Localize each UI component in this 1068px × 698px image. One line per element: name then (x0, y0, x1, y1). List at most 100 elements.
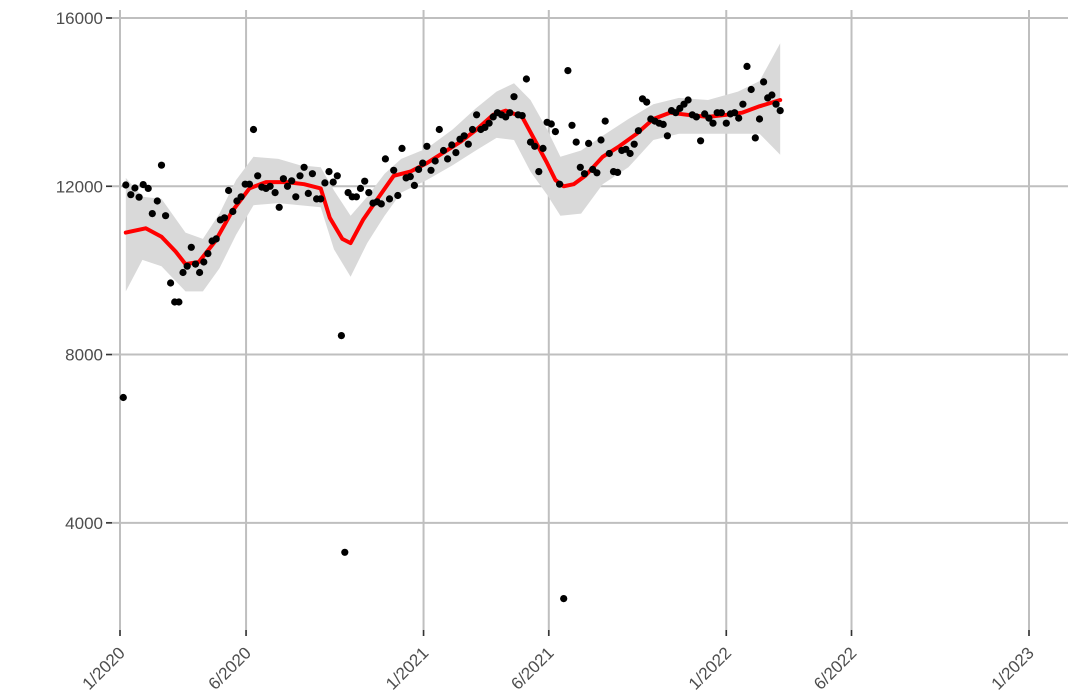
data-point (333, 172, 341, 180)
data-point (522, 75, 531, 83)
data-point (448, 141, 456, 149)
data-point (187, 243, 195, 251)
data-point (296, 172, 304, 180)
data-point (539, 144, 547, 152)
data-point (709, 119, 717, 127)
data-point (139, 181, 147, 189)
data-point (692, 113, 701, 121)
data-point (410, 181, 418, 189)
data-point (697, 137, 705, 145)
data-point (385, 195, 394, 203)
x-tick-label: 1/2023 (988, 643, 1038, 693)
data-point (329, 178, 337, 186)
data-point (304, 189, 312, 197)
data-point (510, 93, 518, 101)
data-point (423, 142, 431, 150)
data-point (630, 140, 638, 148)
data-point (580, 170, 589, 178)
data-point (772, 100, 780, 108)
data-point (394, 191, 402, 200)
data-point (427, 166, 435, 174)
data-point (317, 195, 325, 203)
data-point (175, 298, 183, 306)
data-point (551, 128, 560, 136)
confidence-band (125, 43, 781, 292)
data-point (254, 172, 262, 180)
data-point (731, 109, 739, 117)
data-point (377, 200, 385, 208)
data-point (352, 193, 360, 201)
x-tick-label: 6/2020 (205, 643, 255, 693)
y-axis-ticks: 4000 8000 12000 16000 (56, 9, 112, 533)
data-point (279, 175, 287, 183)
data-point (212, 235, 220, 243)
data-point (283, 182, 292, 190)
data-point (531, 142, 539, 150)
data-point (415, 165, 423, 173)
data-point (275, 203, 283, 211)
x-tick-label: 6/2021 (507, 643, 557, 693)
data-point (308, 170, 316, 178)
data-point (119, 393, 127, 402)
data-point (597, 136, 605, 144)
data-point (593, 169, 601, 177)
y-tick-label: 4000 (65, 514, 103, 533)
data-point (556, 180, 564, 188)
data-point (547, 120, 555, 128)
data-point (468, 125, 477, 134)
data-point (585, 139, 593, 147)
data-point (684, 96, 692, 104)
data-point (167, 279, 175, 287)
data-point (535, 168, 543, 176)
data-point (643, 98, 651, 106)
data-point (220, 214, 229, 222)
data-point (776, 107, 784, 115)
data-point (191, 260, 200, 268)
data-point (634, 127, 643, 135)
data-point (419, 159, 427, 167)
confidence-band-layer (125, 43, 781, 292)
data-point (751, 134, 759, 142)
data-point (560, 595, 568, 603)
data-point (755, 115, 764, 123)
data-point (356, 184, 365, 192)
x-tick-label: 1/2021 (382, 643, 432, 693)
data-point (739, 100, 747, 108)
data-point (157, 161, 166, 169)
data-point (288, 177, 296, 185)
data-point (485, 119, 493, 127)
data-point (162, 212, 170, 220)
data-point (564, 67, 572, 75)
data-point (153, 197, 161, 205)
data-point (735, 114, 743, 122)
data-point (747, 85, 755, 94)
data-point (245, 180, 253, 188)
data-point (659, 120, 667, 128)
data-point (572, 138, 580, 146)
x-axis-ticks: 1/2020 6/2020 1/2021 6/2021 1/2022 6/2022 1/20… (79, 630, 1038, 694)
data-point (229, 207, 237, 216)
data-point (722, 119, 730, 127)
data-point (266, 182, 274, 190)
data-point (444, 155, 452, 163)
data-point (576, 163, 584, 171)
x-tick-label: 6/2022 (810, 643, 860, 693)
points-layer (119, 62, 784, 603)
data-point (464, 140, 472, 148)
y-tick-label: 12000 (56, 177, 103, 196)
data-point (300, 163, 308, 171)
data-point (361, 177, 369, 185)
data-point (760, 78, 768, 86)
y-tick-label: 16000 (56, 9, 103, 28)
data-point (398, 144, 406, 152)
data-point (568, 121, 576, 129)
data-point (325, 168, 333, 176)
data-point (200, 258, 208, 266)
y-tick-label: 8000 (65, 346, 103, 365)
data-point (460, 132, 468, 140)
data-point (717, 109, 725, 117)
data-point (452, 149, 460, 157)
data-point (196, 268, 204, 277)
data-point (204, 250, 212, 258)
data-point (626, 149, 634, 158)
